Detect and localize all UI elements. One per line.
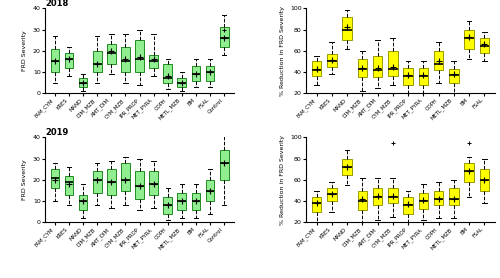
Y-axis label: % Reduction in FRD Severity: % Reduction in FRD Severity (280, 6, 284, 96)
PathPatch shape (312, 61, 322, 76)
PathPatch shape (358, 59, 367, 77)
PathPatch shape (480, 169, 489, 190)
PathPatch shape (78, 195, 88, 210)
PathPatch shape (50, 49, 59, 72)
PathPatch shape (107, 169, 116, 195)
PathPatch shape (150, 55, 158, 68)
PathPatch shape (404, 197, 413, 214)
PathPatch shape (418, 68, 428, 85)
PathPatch shape (464, 163, 474, 182)
PathPatch shape (434, 51, 444, 70)
PathPatch shape (327, 188, 336, 201)
PathPatch shape (449, 69, 458, 83)
PathPatch shape (404, 68, 413, 85)
PathPatch shape (206, 180, 214, 201)
PathPatch shape (121, 47, 130, 72)
PathPatch shape (121, 163, 130, 190)
Y-axis label: FRD Severity: FRD Severity (22, 30, 28, 71)
PathPatch shape (342, 17, 352, 40)
PathPatch shape (220, 150, 228, 180)
PathPatch shape (164, 64, 172, 83)
PathPatch shape (342, 159, 352, 175)
PathPatch shape (64, 176, 74, 195)
PathPatch shape (135, 172, 144, 199)
Text: 2018: 2018 (45, 0, 68, 8)
PathPatch shape (388, 188, 398, 203)
PathPatch shape (480, 38, 489, 53)
PathPatch shape (358, 190, 367, 210)
PathPatch shape (449, 188, 458, 205)
PathPatch shape (135, 40, 144, 72)
PathPatch shape (192, 193, 200, 210)
PathPatch shape (327, 54, 336, 67)
PathPatch shape (93, 172, 102, 193)
PathPatch shape (373, 188, 382, 205)
PathPatch shape (107, 44, 116, 64)
PathPatch shape (464, 29, 474, 49)
PathPatch shape (373, 56, 382, 77)
Y-axis label: % Reduction in FRD Severity: % Reduction in FRD Severity (280, 135, 284, 225)
PathPatch shape (178, 78, 186, 87)
PathPatch shape (418, 193, 428, 208)
PathPatch shape (50, 169, 59, 188)
PathPatch shape (434, 190, 444, 205)
PathPatch shape (93, 51, 102, 72)
PathPatch shape (178, 193, 186, 210)
PathPatch shape (78, 78, 88, 87)
Text: 2019: 2019 (45, 128, 68, 137)
PathPatch shape (64, 53, 74, 68)
PathPatch shape (164, 197, 172, 214)
PathPatch shape (192, 66, 200, 81)
PathPatch shape (206, 66, 214, 81)
PathPatch shape (150, 172, 158, 195)
PathPatch shape (312, 197, 322, 212)
Y-axis label: FRD Severity: FRD Severity (22, 160, 28, 200)
PathPatch shape (220, 28, 228, 47)
PathPatch shape (388, 51, 398, 76)
